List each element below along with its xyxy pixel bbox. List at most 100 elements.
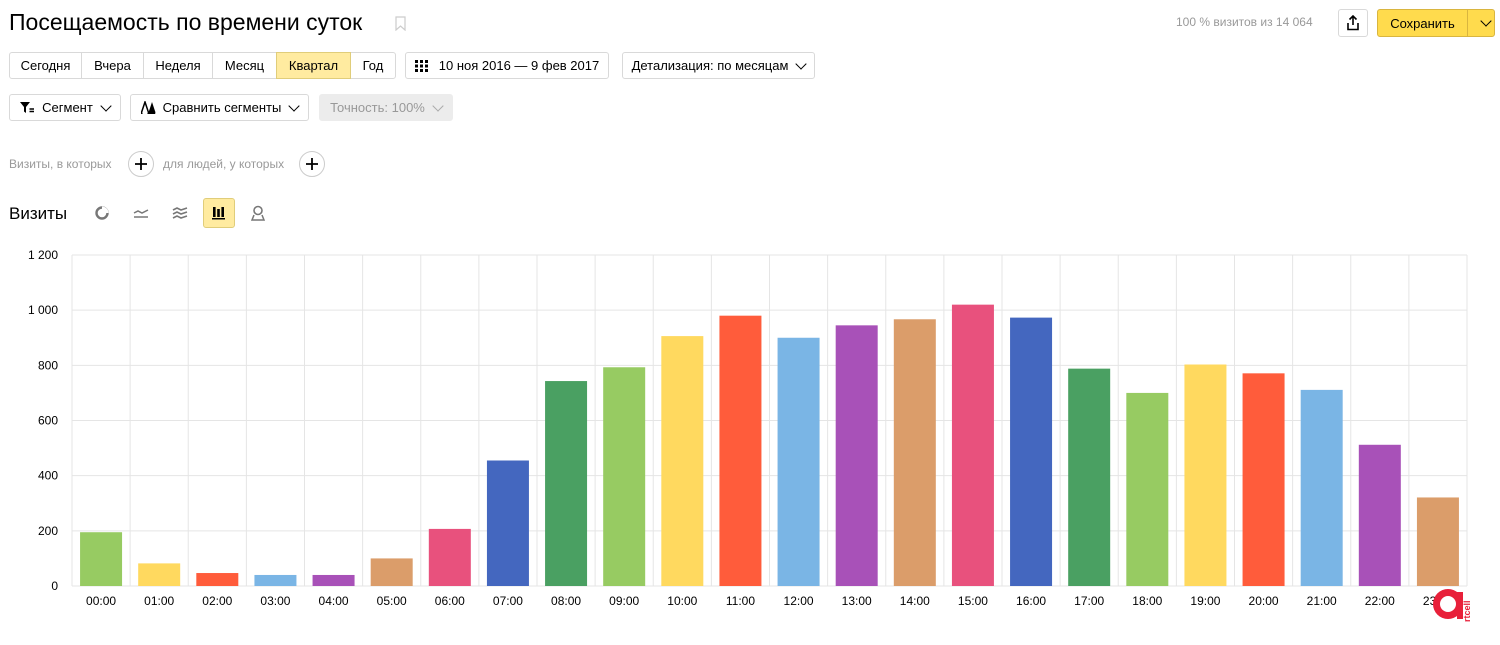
bar-1100: [719, 315, 762, 586]
save-menu-toggle[interactable]: [1468, 10, 1494, 36]
chart-type-area-button[interactable]: [164, 198, 196, 228]
period-week-button[interactable]: Неделя: [143, 52, 213, 79]
x-tick-label: 07:00: [493, 594, 523, 608]
detail-dropdown[interactable]: Детализация: по месяцам: [622, 52, 815, 79]
bar-1700: [1068, 368, 1111, 586]
x-tick-label: 22:00: [1365, 594, 1395, 608]
chart-type-map-button[interactable]: [242, 198, 274, 228]
x-tick-label: 00:00: [86, 594, 116, 608]
period-year-button[interactable]: Год: [350, 52, 396, 79]
x-tick-label: 01:00: [144, 594, 174, 608]
segment-button[interactable]: Сегмент: [9, 94, 121, 121]
x-tick-label: 17:00: [1074, 594, 1104, 608]
bar-1200: [777, 337, 820, 586]
bar-0900: [603, 367, 646, 586]
y-tick-label: 200: [38, 524, 58, 538]
x-tick-label: 21:00: [1307, 594, 1337, 608]
visits-sample-info: 100 % визитов из 14 064: [1176, 15, 1313, 29]
svg-text:rtcell: rtcell: [1462, 600, 1472, 622]
bar-0500: [370, 558, 413, 586]
pie-chart-icon: [95, 206, 109, 220]
bar-0100: [138, 563, 181, 586]
y-tick-label: 800: [38, 358, 58, 372]
bar-1900: [1184, 364, 1227, 586]
line-chart-icon: [133, 209, 149, 218]
calendar-icon: [414, 59, 428, 72]
plus-icon: [135, 158, 147, 170]
share-icon: [1347, 15, 1359, 31]
detail-label: Детализация: по месяцам: [631, 58, 789, 73]
brand-logo: rtcell: [1433, 589, 1472, 622]
y-tick-label: 0: [51, 579, 58, 593]
bar-1300: [835, 325, 878, 586]
bar-2200: [1358, 444, 1401, 586]
bar-0800: [545, 381, 588, 586]
page-title: Посещаемость по времени суток: [9, 9, 363, 35]
x-tick-label: 11:00: [726, 594, 755, 608]
bar-1500: [951, 304, 994, 586]
x-tick-label: 13:00: [842, 594, 872, 608]
add-visit-condition-button[interactable]: [128, 151, 154, 177]
map-chart-icon: [251, 205, 265, 221]
visits-condition-label: Визиты, в которых: [9, 157, 112, 171]
bar-1400: [893, 319, 936, 586]
chevron-down-icon: [1479, 15, 1492, 27]
bookmark-icon[interactable]: [395, 16, 406, 31]
people-condition-label: для людей, у которых: [163, 157, 285, 171]
bar-0400: [312, 574, 355, 586]
bar-0700: [486, 460, 529, 586]
bar-1600: [1010, 317, 1053, 586]
bar-0600: [428, 528, 471, 586]
chart-type-line-button[interactable]: [125, 198, 157, 228]
bar-0200: [196, 573, 239, 586]
export-button[interactable]: [1338, 9, 1368, 37]
x-tick-label: 20:00: [1249, 594, 1279, 608]
bar-2100: [1300, 389, 1343, 586]
x-tick-label: 19:00: [1190, 594, 1220, 608]
y-tick-label: 1 200: [28, 248, 58, 262]
bar-1800: [1126, 392, 1169, 586]
x-tick-label: 10:00: [667, 594, 697, 608]
bar-0300: [254, 574, 297, 586]
period-selector: Сегодня Вчера Неделя Месяц Квартал Год: [9, 52, 396, 79]
x-tick-label: 15:00: [958, 594, 988, 608]
x-tick-label: 04:00: [319, 594, 349, 608]
accuracy-dropdown[interactable]: Точность: 100%: [319, 94, 453, 121]
y-tick-label: 400: [38, 469, 58, 483]
chart-type-bar-button[interactable]: [203, 198, 235, 228]
bar-1000: [661, 336, 704, 586]
chevron-down-icon: [432, 99, 444, 112]
x-tick-label: 03:00: [260, 594, 290, 608]
y-tick-label: 600: [38, 414, 58, 428]
x-tick-label: 02:00: [202, 594, 232, 608]
save-button[interactable]: Сохранить: [1377, 9, 1495, 37]
date-range-picker[interactable]: 10 ноя 2016 — 9 фев 2017: [405, 52, 609, 79]
segment-label: Сегмент: [42, 100, 93, 115]
x-tick-label: 12:00: [784, 594, 814, 608]
bar-2300: [1416, 497, 1459, 586]
period-quarter-button[interactable]: Квартал: [276, 52, 351, 79]
x-tick-label: 18:00: [1132, 594, 1162, 608]
add-people-condition-button[interactable]: [299, 151, 325, 177]
period-month-button[interactable]: Месяц: [212, 52, 277, 79]
x-tick-label: 16:00: [1016, 594, 1046, 608]
bar-chart-icon: [212, 207, 225, 220]
chevron-down-icon: [100, 99, 112, 112]
x-tick-label: 05:00: [377, 594, 407, 608]
plus-icon: [306, 158, 318, 170]
x-tick-label: 09:00: [609, 594, 639, 608]
y-tick-label: 1 000: [28, 303, 58, 317]
period-yesterday-button[interactable]: Вчера: [81, 52, 144, 79]
x-tick-label: 08:00: [551, 594, 581, 608]
bar-0000: [80, 532, 123, 586]
compare-label: Сравнить сегменты: [162, 100, 282, 115]
x-tick-label: 06:00: [435, 594, 465, 608]
chart-section-title: Визиты: [9, 204, 68, 223]
bar-2000: [1242, 373, 1285, 586]
period-today-button[interactable]: Сегодня: [9, 52, 82, 79]
chart-type-pie-button[interactable]: [86, 198, 118, 228]
chevron-down-icon: [795, 57, 808, 70]
visits-bar-chart: 0 200 400 600 800 1 000 1 200 00:00 01:00 02:00 03…: [28, 248, 1468, 608]
compare-segments-button[interactable]: Сравнить сегменты: [130, 94, 309, 121]
save-button-label: Сохранить: [1378, 10, 1468, 36]
